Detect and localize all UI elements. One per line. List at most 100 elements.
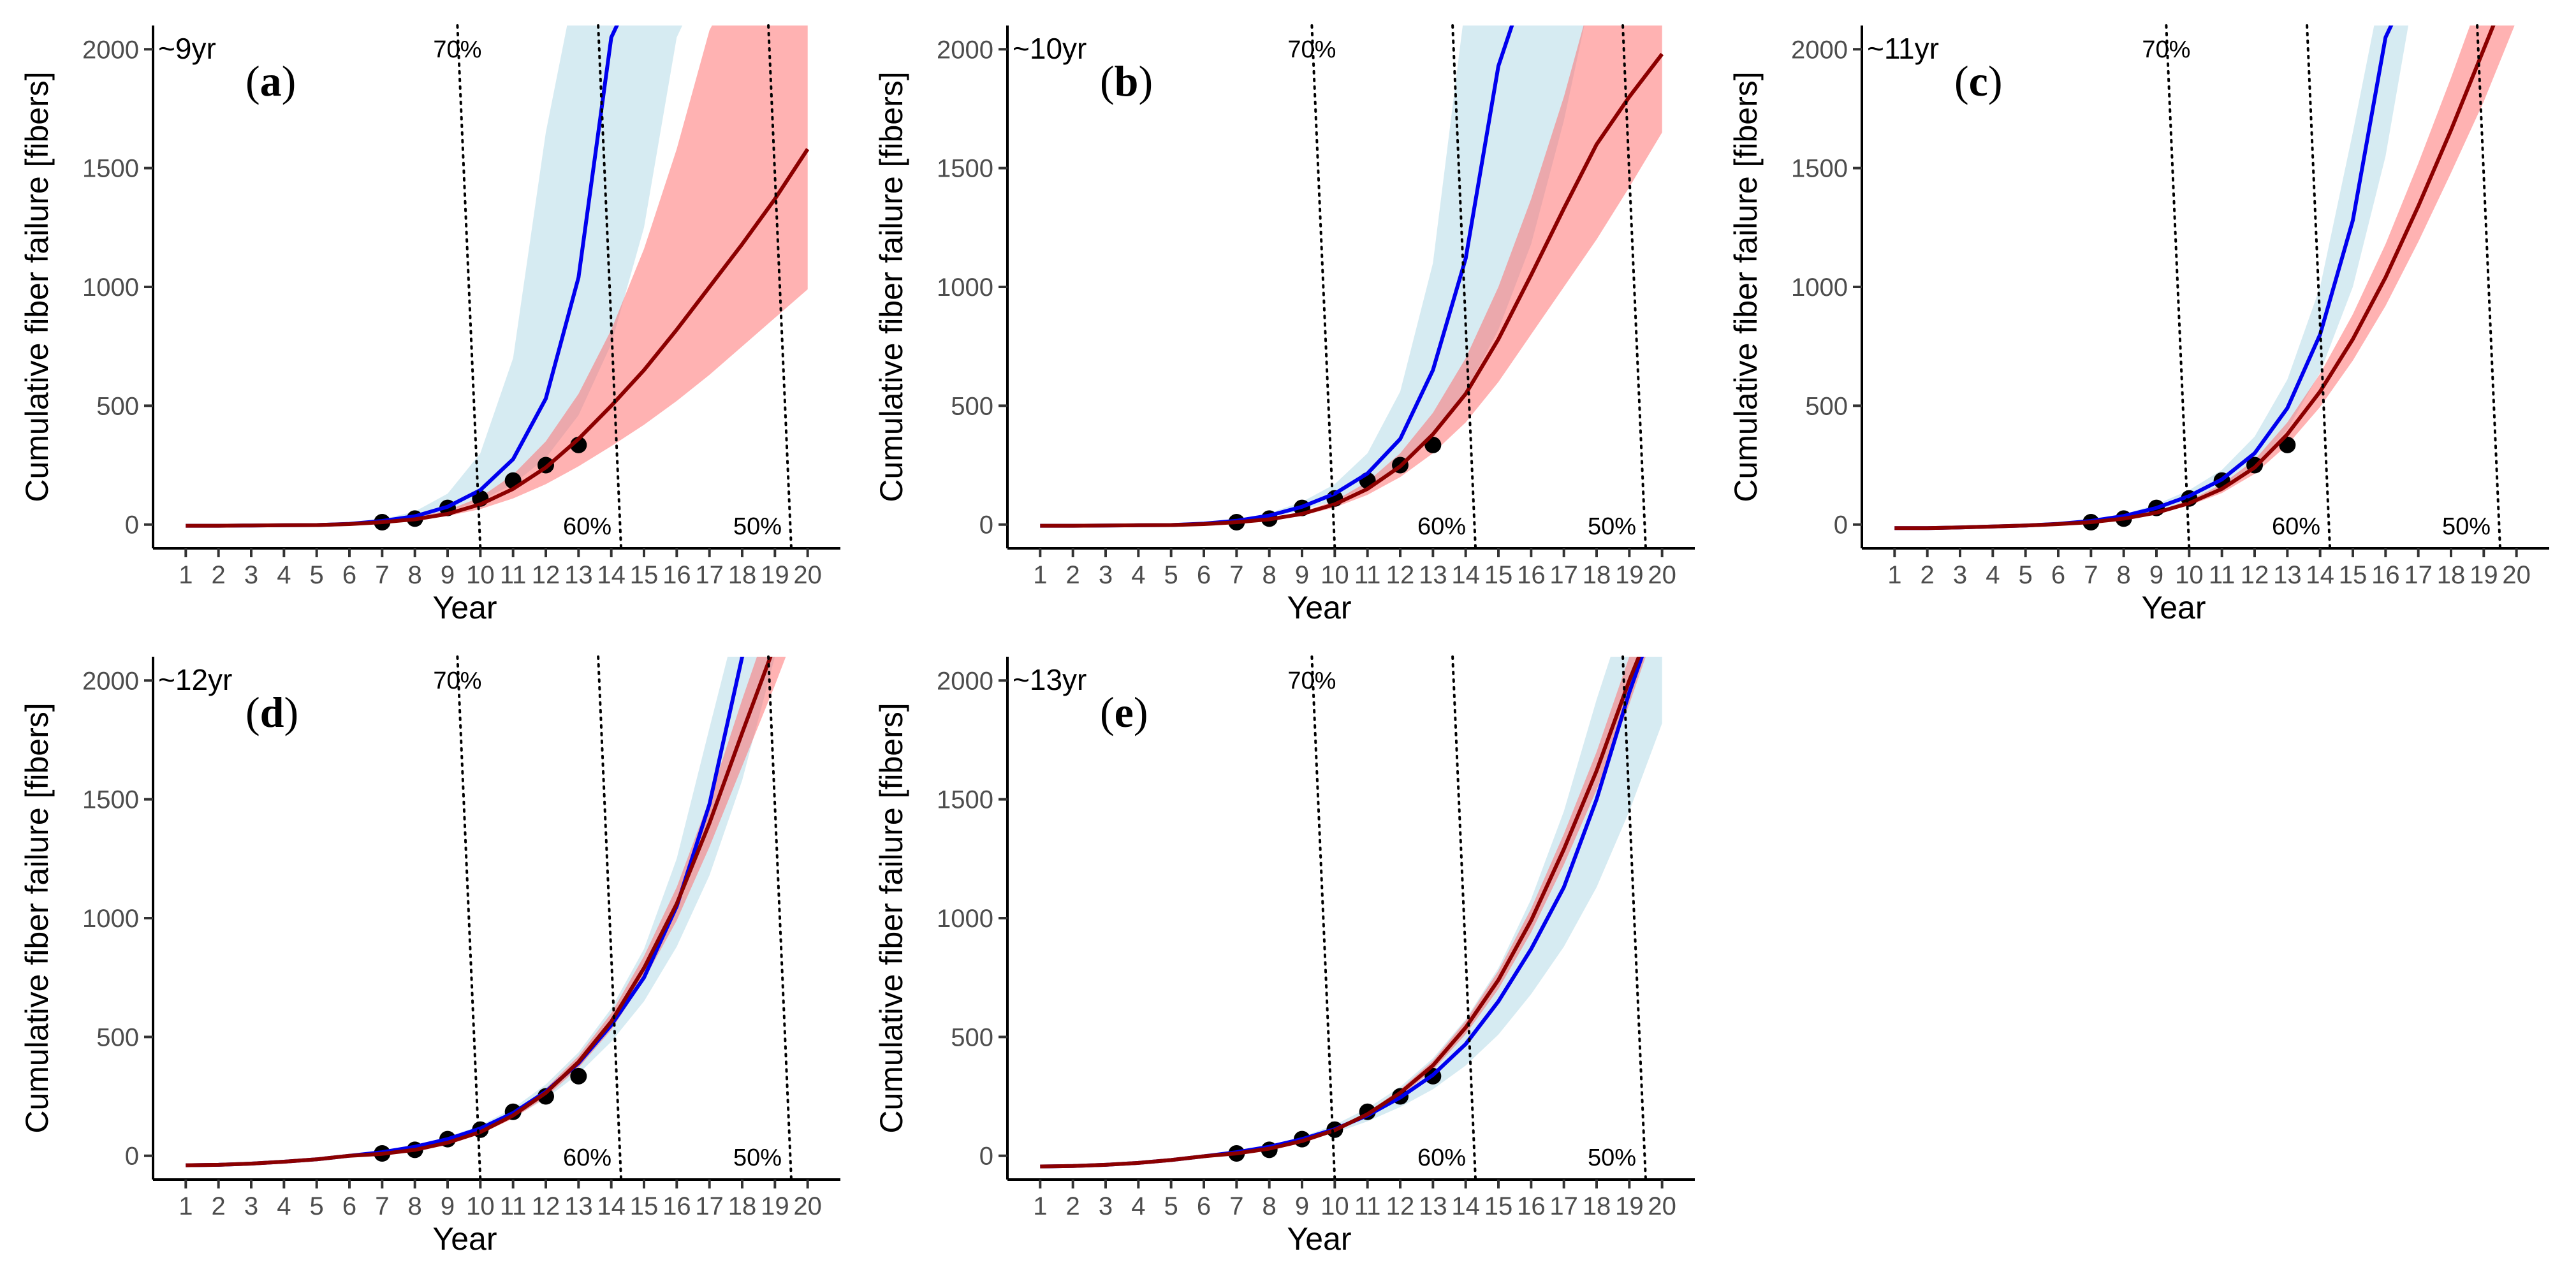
reference-label: 50% <box>1588 1144 1636 1171</box>
x-tick-label: 12 <box>2241 561 2269 589</box>
confidence-band <box>1040 26 1662 526</box>
y-axis-title: Cumulative fiber failure [fibers] <box>874 71 909 502</box>
y-tick-label: 1000 <box>937 905 993 933</box>
x-tick-label: 20 <box>1648 561 1676 589</box>
x-tick-label: 15 <box>1484 561 1513 589</box>
x-tick-label: 20 <box>1648 1192 1676 1220</box>
y-tick-label: 0 <box>979 511 993 539</box>
x-tick-label: 6 <box>342 1192 356 1220</box>
corner-label: ~9yr <box>158 32 216 65</box>
x-tick-label: 9 <box>1295 561 1309 589</box>
reference-label: 50% <box>2442 513 2491 540</box>
confidence-band <box>1040 657 1662 1167</box>
x-tick-label: 1 <box>179 561 193 589</box>
x-tick-label: 18 <box>1583 1192 1611 1220</box>
x-tick-label: 4 <box>1131 561 1145 589</box>
observed-point <box>570 1067 587 1085</box>
x-tick-label: 15 <box>1484 1192 1513 1220</box>
y-tick-label: 2000 <box>82 36 139 64</box>
x-tick-label: 8 <box>1262 1192 1277 1220</box>
x-tick-label: 3 <box>1099 1192 1113 1220</box>
panel-label: (a) <box>245 57 296 105</box>
series-line <box>186 657 773 1167</box>
x-tick-label: 17 <box>695 561 724 589</box>
series-line <box>1894 26 2496 530</box>
reference-label: 70% <box>433 668 481 694</box>
x-tick-label: 7 <box>1229 561 1243 589</box>
x-tick-label: 11 <box>1354 561 1381 589</box>
reference-line <box>597 655 623 1181</box>
x-tick-label: 13 <box>1419 1192 1447 1220</box>
x-tick-label: 13 <box>564 561 593 589</box>
panel-label: (d) <box>245 688 298 736</box>
x-tick-label: 6 <box>1197 561 1211 589</box>
x-tick-label: 15 <box>2339 561 2367 589</box>
x-tick-label: 7 <box>375 561 389 589</box>
reference-line <box>597 24 623 550</box>
x-tick-label: 9 <box>2149 561 2163 589</box>
x-tick-label: 20 <box>2502 561 2531 589</box>
x-tick-label: 11 <box>500 561 527 589</box>
reference-label: 60% <box>563 1144 611 1171</box>
y-tick-label: 1000 <box>82 274 139 302</box>
x-tick-label: 16 <box>1517 561 1546 589</box>
y-tick-label: 0 <box>1834 511 1848 539</box>
series-line <box>1040 52 1664 528</box>
y-tick-label: 0 <box>125 511 139 539</box>
panel-label: (b) <box>1100 57 1153 105</box>
y-tick-label: 500 <box>951 392 993 420</box>
x-tick-label: 7 <box>2084 561 2098 589</box>
x-tick-label: 4 <box>277 1192 291 1220</box>
x-tick-label: 12 <box>532 1192 560 1220</box>
x-tick-label: 13 <box>564 1192 593 1220</box>
x-tick-label: 9 <box>441 561 455 589</box>
x-tick-label: 11 <box>500 1192 527 1220</box>
x-tick-label: 5 <box>1164 561 1178 589</box>
x-tick-label: 4 <box>1986 561 2000 589</box>
y-tick-label: 500 <box>96 392 139 420</box>
y-axis-title: Cumulative fiber failure [fibers] <box>19 71 55 502</box>
x-tick-label: 13 <box>2273 561 2302 589</box>
x-tick-label: 11 <box>2209 561 2236 589</box>
y-tick-label: 1500 <box>937 786 993 814</box>
confidence-band <box>186 26 683 526</box>
x-tick-label: 5 <box>310 1192 324 1220</box>
x-tick-label: 17 <box>2404 561 2433 589</box>
x-tick-label: 15 <box>630 561 659 589</box>
x-tick-label: 17 <box>695 1192 724 1220</box>
x-tick-label: 9 <box>441 1192 455 1220</box>
x-tick-label: 17 <box>1549 1192 1578 1220</box>
x-tick-label: 12 <box>532 561 560 589</box>
x-tick-label: 19 <box>761 1192 789 1220</box>
x-axis-title: Year <box>432 1221 497 1257</box>
y-tick-label: 2000 <box>82 667 139 695</box>
y-axis-title: Cumulative fiber failure [fibers] <box>19 703 55 1133</box>
y-tick-label: 2000 <box>937 667 993 695</box>
x-tick-label: 13 <box>1419 561 1447 589</box>
confidence-band <box>186 657 786 1166</box>
plot-area <box>186 26 810 530</box>
x-tick-label: 18 <box>1583 561 1611 589</box>
x-tick-label: 19 <box>1615 561 1644 589</box>
reference-line <box>2306 24 2332 550</box>
x-tick-label: 1 <box>1033 1192 1047 1220</box>
y-tick-label: 2000 <box>1791 36 1848 64</box>
x-tick-label: 10 <box>2175 561 2204 589</box>
x-tick-label: 10 <box>1321 561 1349 589</box>
x-tick-label: 19 <box>761 561 789 589</box>
x-tick-label: 8 <box>1262 561 1277 589</box>
x-tick-label: 8 <box>408 1192 422 1220</box>
x-tick-label: 16 <box>662 1192 691 1220</box>
x-axis-title: Year <box>2141 590 2206 625</box>
y-tick-label: 1500 <box>82 786 139 814</box>
corner-label: ~10yr <box>1013 32 1087 65</box>
reference-line <box>1451 24 1477 550</box>
x-tick-label: 11 <box>1354 1192 1381 1220</box>
series-line <box>1040 657 1641 1169</box>
plot-area <box>1040 657 1662 1169</box>
x-tick-label: 16 <box>2371 561 2400 589</box>
x-tick-label: 12 <box>1386 561 1415 589</box>
